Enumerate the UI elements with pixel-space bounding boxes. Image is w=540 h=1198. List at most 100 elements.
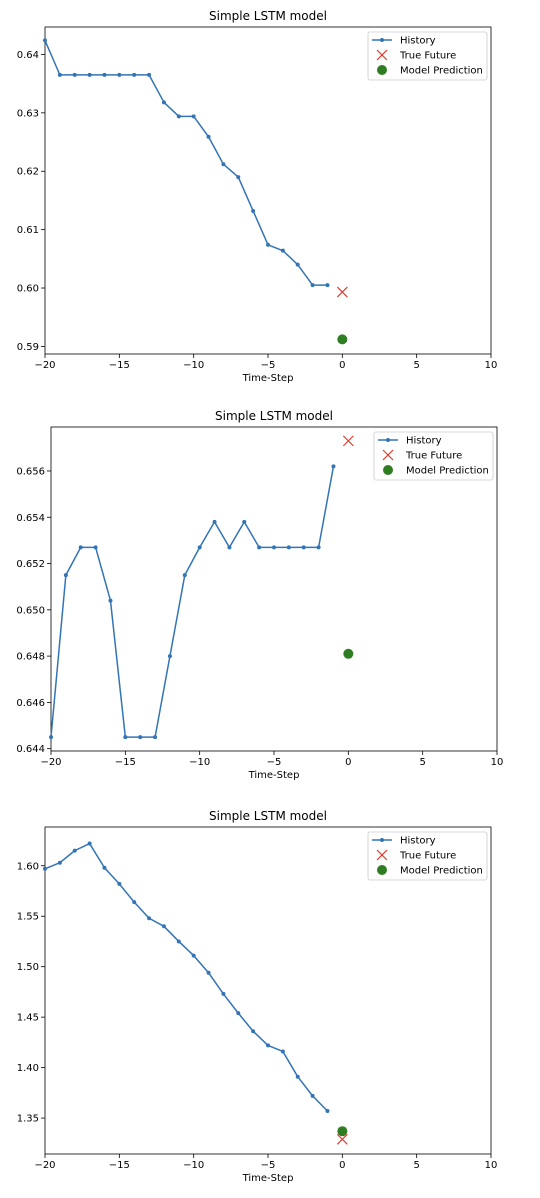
true-future-marker bbox=[336, 286, 348, 298]
history-point bbox=[295, 1074, 300, 1079]
y-tick-label: 0.652 bbox=[16, 559, 45, 570]
history-point bbox=[236, 175, 241, 180]
legend-box bbox=[373, 431, 494, 481]
history-point bbox=[272, 545, 276, 550]
model-prediction-marker bbox=[337, 1126, 348, 1137]
legend-model-prediction-swatch bbox=[377, 865, 387, 875]
history-point bbox=[221, 162, 226, 167]
history-point bbox=[227, 545, 232, 550]
history-point bbox=[280, 248, 285, 253]
y-tick-label: 0.59 bbox=[17, 342, 39, 353]
history-point bbox=[266, 1043, 270, 1048]
x-tick-label: 10 bbox=[485, 1160, 498, 1171]
legend-true-future-swatch bbox=[382, 449, 394, 461]
history-point bbox=[257, 545, 262, 550]
true-future-marker-stroke-b bbox=[342, 435, 354, 447]
model-prediction-marker bbox=[337, 334, 348, 345]
history-point bbox=[87, 841, 92, 846]
x-tick-label: −15 bbox=[115, 757, 136, 768]
x-tick-label: −5 bbox=[261, 360, 276, 371]
history-point bbox=[147, 916, 152, 921]
y-tick-label: 0.64 bbox=[17, 50, 39, 61]
legend-model-prediction-swatch bbox=[377, 65, 387, 75]
history-point bbox=[251, 1029, 256, 1034]
x-axis-label: Time-Step bbox=[242, 373, 294, 384]
history-point bbox=[78, 545, 83, 550]
y-tick-label: 0.60 bbox=[17, 284, 39, 295]
history-point bbox=[138, 735, 143, 740]
x-tick-label: 5 bbox=[413, 360, 419, 371]
x-tick-label: −20 bbox=[34, 1160, 55, 1171]
x-tick-label: 10 bbox=[485, 360, 498, 371]
legend: History True Future Model Prediction bbox=[367, 31, 488, 81]
history-point bbox=[266, 242, 270, 247]
legend-true-future-swatch bbox=[376, 49, 388, 61]
true-future-marker bbox=[342, 435, 354, 447]
history-point bbox=[117, 72, 122, 77]
legend-history-swatch-dot bbox=[380, 38, 384, 42]
history-point bbox=[93, 545, 98, 550]
history-point bbox=[147, 72, 152, 77]
history-point bbox=[191, 953, 196, 958]
legend-history-swatch-dot bbox=[380, 838, 384, 842]
history-point bbox=[251, 208, 256, 213]
legend-history-swatch-dot bbox=[386, 438, 390, 442]
history-point bbox=[176, 939, 181, 944]
history-point bbox=[43, 866, 47, 871]
x-tick-label: 0 bbox=[339, 360, 345, 371]
history-point bbox=[191, 114, 196, 119]
legend-model-prediction-swatch bbox=[383, 465, 393, 475]
true-future-marker-stroke-b bbox=[336, 1133, 348, 1145]
history-point bbox=[206, 970, 211, 975]
history-point bbox=[206, 134, 211, 139]
x-axis-label: Time-Step bbox=[242, 1173, 294, 1184]
history-point bbox=[325, 283, 330, 288]
x-tick-label: −15 bbox=[109, 1160, 130, 1171]
history-point bbox=[325, 1109, 330, 1114]
y-tick-label: 0.656 bbox=[16, 466, 45, 477]
true-future-marker-stroke-b bbox=[336, 286, 348, 298]
history-point bbox=[102, 865, 107, 870]
history-point bbox=[72, 848, 77, 853]
history-point bbox=[295, 262, 300, 267]
chart-1: Simple LSTM model −20 −15 −10 −5 0 5 10 0.59 0.60… bbox=[17, 9, 498, 384]
history-point bbox=[63, 573, 68, 578]
history-point bbox=[87, 72, 92, 77]
legend-label: True Future bbox=[399, 51, 456, 62]
x-tick-label: −5 bbox=[267, 757, 282, 768]
history-point bbox=[176, 114, 181, 119]
y-tick-label: 1.45 bbox=[17, 1013, 39, 1024]
y-tick-label: 0.63 bbox=[17, 108, 39, 119]
legend-label: History bbox=[400, 36, 436, 47]
y-tick-label: 0.648 bbox=[16, 652, 45, 663]
x-tick-label: −5 bbox=[261, 1160, 276, 1171]
history-point bbox=[161, 100, 166, 105]
x-tick-label: 0 bbox=[345, 757, 351, 768]
y-tick-label: 0.650 bbox=[16, 605, 45, 616]
chart-3: Simple LSTM model −20 −15 −10 −5 0 5 10 1.35 1.40… bbox=[17, 809, 498, 1184]
history-point bbox=[72, 72, 77, 77]
y-tick-label: 1.40 bbox=[17, 1063, 39, 1074]
legend-true-future-swatch bbox=[376, 849, 388, 861]
history-line bbox=[44, 40, 328, 286]
legend-label: True Future bbox=[405, 451, 462, 462]
history-point bbox=[310, 283, 315, 288]
x-tick-label: 0 bbox=[339, 1160, 345, 1171]
legend-label: History bbox=[400, 836, 436, 847]
history-point bbox=[197, 545, 202, 550]
chart-2: Simple LSTM model −20 −15 −10 −5 0 5 10 0.644 0.6… bbox=[16, 409, 503, 781]
plot-area bbox=[44, 826, 492, 1155]
legend-label: History bbox=[406, 436, 442, 447]
legend-true-future-swatch-stroke-b bbox=[376, 49, 388, 61]
y-tick-label: 0.654 bbox=[16, 513, 45, 524]
history-point bbox=[123, 735, 128, 740]
history-point bbox=[182, 573, 187, 578]
legend-true-future-swatch-stroke-b bbox=[382, 449, 394, 461]
true-future-marker bbox=[336, 1133, 348, 1145]
history-point bbox=[102, 72, 107, 77]
history-point bbox=[242, 519, 247, 524]
plot-area bbox=[44, 26, 492, 355]
history-point bbox=[286, 545, 291, 550]
history-point bbox=[57, 860, 62, 865]
